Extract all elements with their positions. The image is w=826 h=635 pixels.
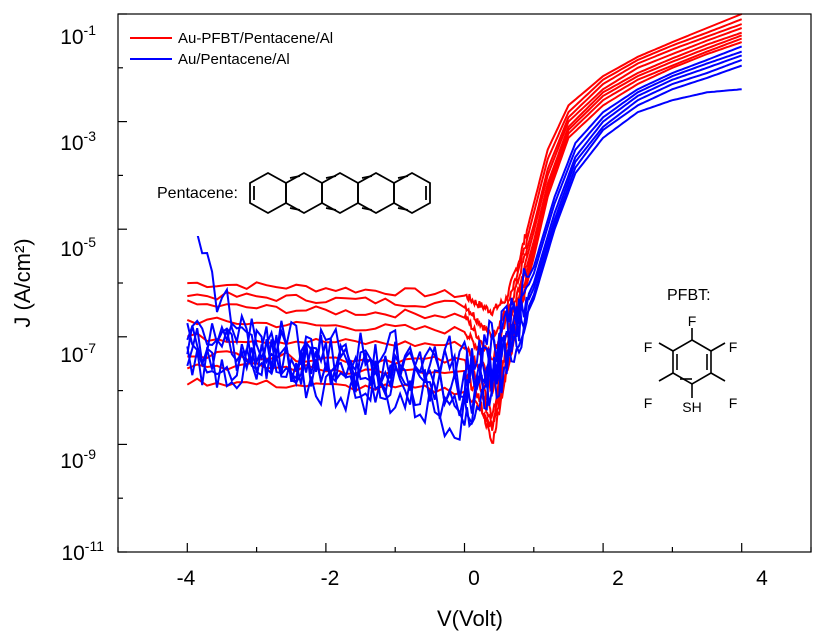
pentacene-background xyxy=(148,160,468,236)
atom-sh: SH xyxy=(682,399,701,415)
x-tick-label: 4 xyxy=(756,567,768,590)
atom-f-left-bottom: F xyxy=(644,395,653,411)
red-curve-3 xyxy=(186,27,743,395)
x-tick-label: 0 xyxy=(468,567,480,590)
legend-label-red: Au-PFBT/Pentacene/Al xyxy=(178,30,333,47)
plot-curves xyxy=(186,13,743,444)
y-tick-label: 10-3 xyxy=(60,128,96,155)
atom-f-left-top: F xyxy=(644,339,653,355)
x-axis-title: V(Volt) xyxy=(437,606,503,631)
blue-curve-1 xyxy=(186,50,743,399)
y-axis-title: J (A/cm²) xyxy=(10,238,35,327)
legend-label-blue: Au/Pentacene/Al xyxy=(178,51,290,68)
legend: Au-PFBT/Pentacene/Al Au/Pentacene/Al xyxy=(130,30,333,68)
pfbt-molecule-icon xyxy=(658,328,726,398)
pfbt-label: PFBT: xyxy=(667,287,711,304)
red-curve-1 xyxy=(187,18,743,341)
pentacene-label: Pentacene: xyxy=(157,185,238,202)
pfbt-structure: PFBT: F F F F F SH xyxy=(626,280,756,476)
x-tick-label: 2 xyxy=(612,567,624,590)
atom-f-right-top: F xyxy=(729,339,738,355)
y-tick-label: 10-5 xyxy=(60,234,96,261)
blue-curve-5 xyxy=(186,88,742,429)
axis-ticks xyxy=(117,13,812,553)
red-curve-2 xyxy=(186,23,743,361)
blue-curve-0 xyxy=(186,45,743,379)
blue-curve-2 xyxy=(186,54,743,408)
atom-f-top: F xyxy=(688,313,697,329)
pentacene-structure: Pentacene: xyxy=(148,160,468,236)
y-tick-labels: 10-1 10-3 10-5 10-7 10-9 10-11 xyxy=(60,22,104,565)
red-curve-0 xyxy=(187,13,743,317)
x-tick-label: -4 xyxy=(177,567,196,590)
atom-f-right-bottom: F xyxy=(729,395,738,411)
pentacene-molecule-icon xyxy=(249,171,431,215)
y-tick-label: 10-1 xyxy=(60,22,96,49)
x-tick-label: -2 xyxy=(321,567,340,590)
y-tick-label: 10-9 xyxy=(60,446,96,473)
x-tick-labels: -4 -2 0 2 4 xyxy=(177,567,769,590)
y-tick-label: 10-11 xyxy=(61,538,104,565)
blue-curve-4 xyxy=(186,64,743,441)
pfbt-background xyxy=(626,280,756,476)
y-tick-label: 10-7 xyxy=(60,340,96,367)
